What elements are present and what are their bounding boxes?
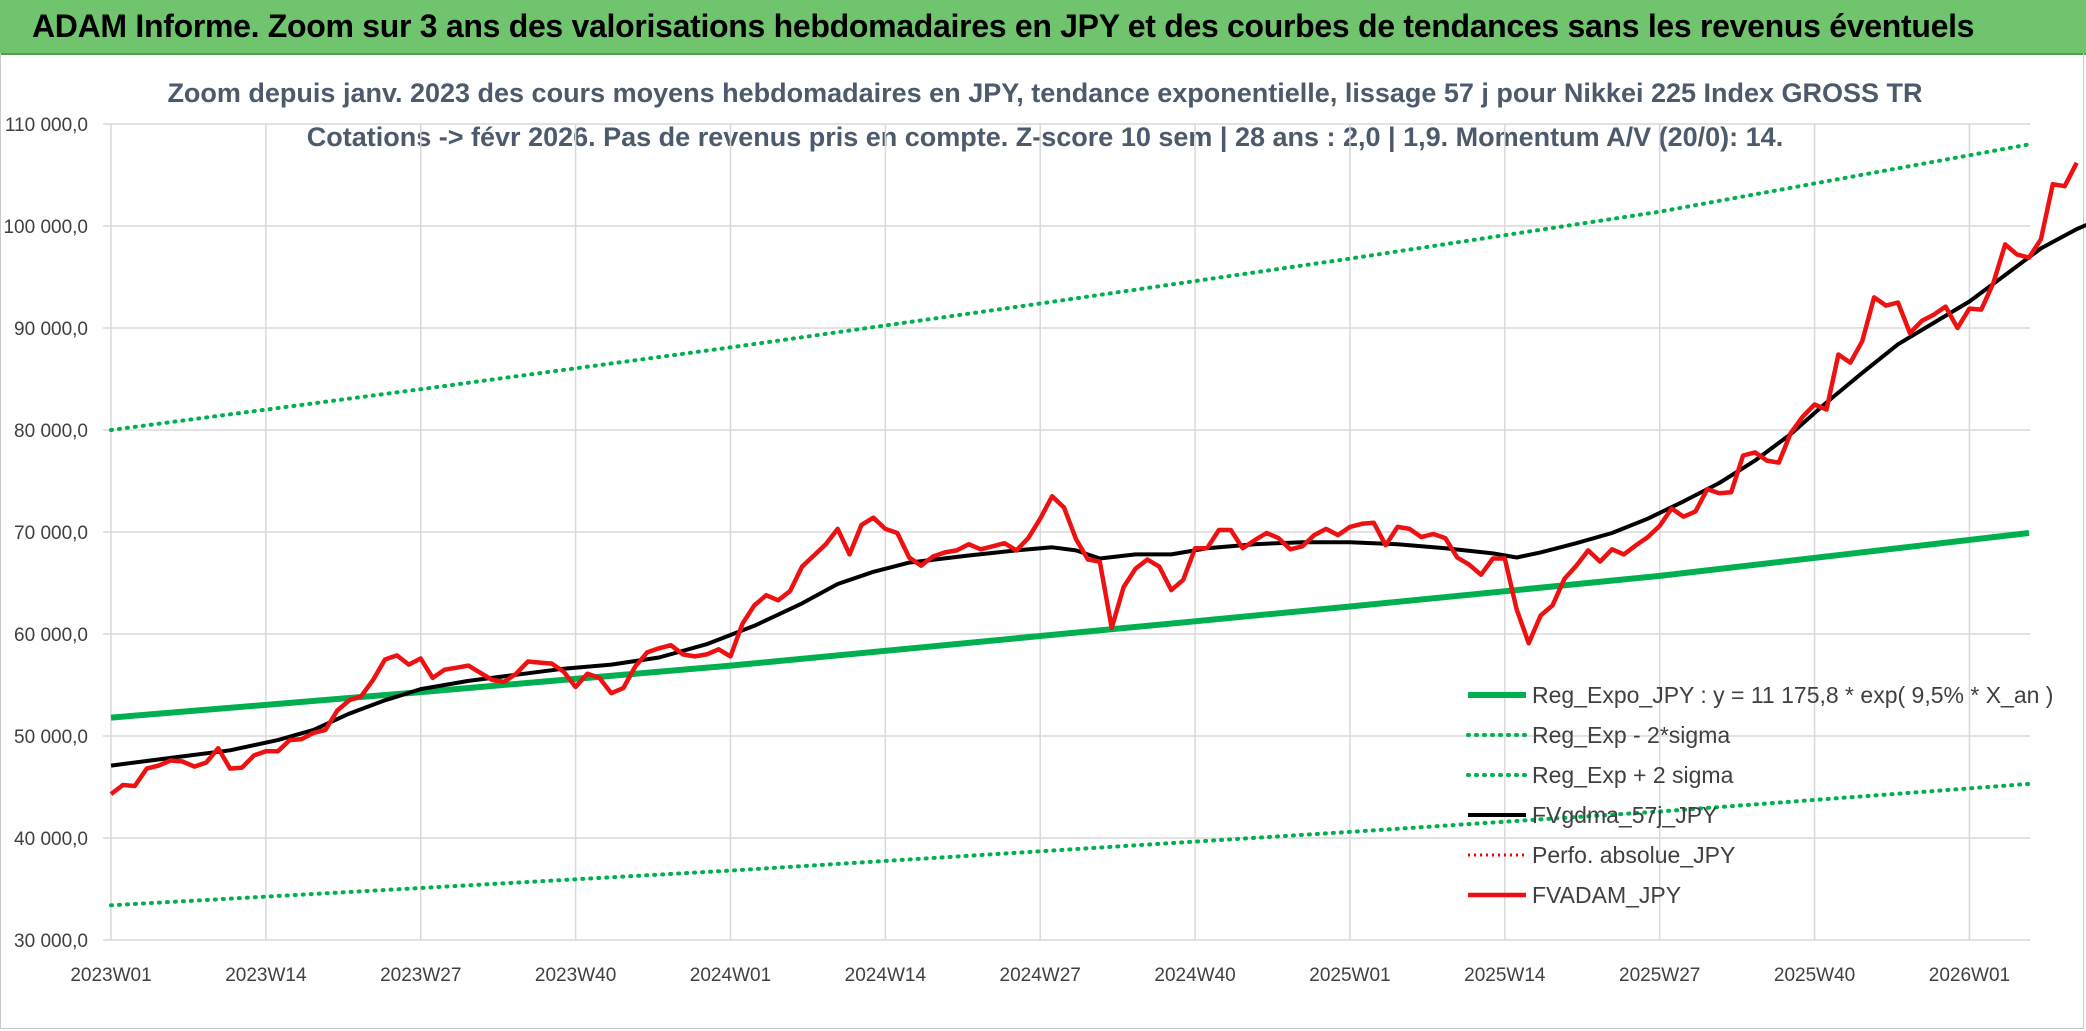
y-tick-label-4: 70 000,0 (14, 523, 88, 544)
legend-label-5: FVADAM_JPY (1532, 882, 1681, 908)
x-tick-label-2: 2023W27 (380, 965, 461, 986)
x-tick-label-5: 2024W14 (845, 965, 927, 986)
header-banner: ADAM Informe. Zoom sur 3 ans des valoris… (0, 0, 2086, 55)
gridlines (103, 123, 2030, 941)
legend-label-3: FVgdma_57j_JPY (1532, 802, 1717, 828)
y-tick-label-0: 30 000,0 (14, 931, 88, 952)
series-line-0 (110, 530, 2030, 721)
legend-label-0: Reg_Expo_JPY : y = 11 175,8 * exp( 9,5% … (1532, 682, 2053, 708)
x-tick-label-9: 2025W14 (1464, 965, 1546, 986)
x-tick-label-0: 2023W01 (70, 965, 151, 986)
legend-label-2: Reg_Exp + 2 sigma (1532, 762, 1734, 788)
chart-title-line-1: Zoom depuis janv. 2023 des cours moyens … (167, 78, 1922, 108)
y-tick-label-6: 90 000,0 (14, 319, 88, 340)
series-line-5 (109, 161, 2079, 796)
x-tick-label-3: 2023W40 (535, 965, 616, 986)
series-line-3 (110, 222, 2086, 768)
x-tick-label-1: 2023W14 (225, 965, 307, 986)
legend-label-1: Reg_Exp - 2*sigma (1532, 722, 1730, 748)
x-tick-label-12: 2026W01 (1929, 965, 2010, 986)
chart-title-line-2: Cotations -> févr 2026. Pas de revenus p… (307, 122, 1783, 152)
x-axis-labels: 2023W01 2023W14 2023W27 2023W40 2024W01 2024W… (70, 965, 2010, 986)
y-tick-label-1: 40 000,0 (14, 829, 88, 850)
x-tick-label-10: 2025W27 (1619, 965, 1700, 986)
y-tick-label-3: 60 000,0 (14, 625, 88, 646)
x-tick-label-6: 2024W27 (1000, 965, 1081, 986)
page-title: ADAM Informe. Zoom sur 3 ans des valoris… (32, 8, 1975, 44)
x-tick-label-7: 2024W40 (1154, 965, 1235, 986)
y-tick-label-7: 100 000,0 (3, 217, 88, 238)
chart-area: Zoom depuis janv. 2023 des cours moyens … (3, 78, 2086, 986)
series-line-1 (109, 781, 2031, 908)
x-tick-label-4: 2024W01 (690, 965, 771, 986)
y-tick-label-8: 110 000,0 (5, 115, 88, 136)
legend: Reg_Expo_JPY : y = 11 175,8 * exp( 9,5% … (1466, 682, 2053, 908)
y-axis-labels: 30 000,0 40 000,0 50 000,0 60 000,0 70 000,0… (3, 115, 88, 952)
x-tick-label-8: 2025W01 (1309, 965, 1390, 986)
y-tick-label-2: 50 000,0 (14, 727, 88, 748)
series-layer (109, 142, 2086, 908)
chart-frame (0, 53, 2084, 1029)
x-tick-label-11: 2025W40 (1774, 965, 1855, 986)
series-line-2 (109, 142, 2031, 432)
y-tick-label-5: 80 000,0 (14, 421, 88, 442)
legend-label-4: Perfo. absolue_JPY (1532, 842, 1735, 868)
